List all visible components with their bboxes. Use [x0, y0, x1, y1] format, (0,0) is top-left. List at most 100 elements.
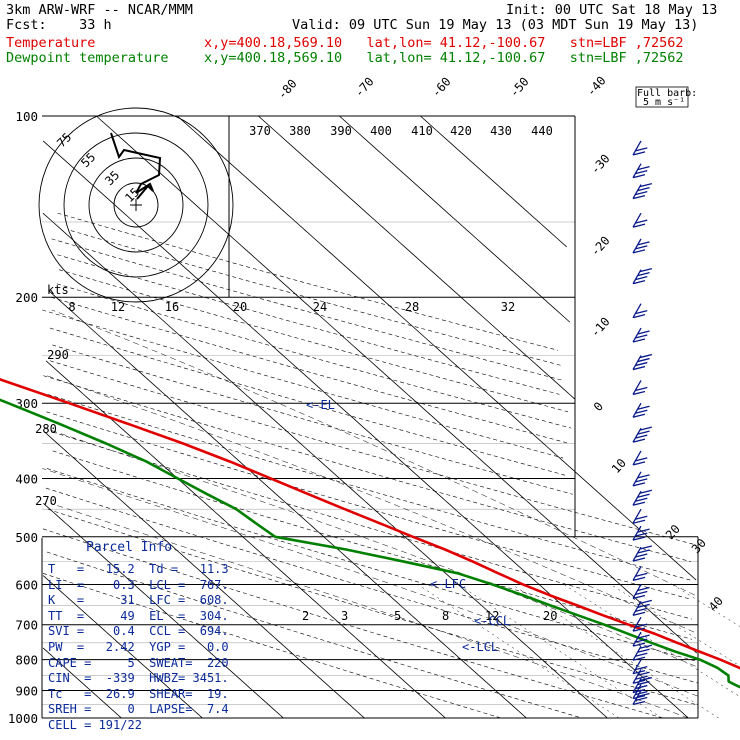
model-title: 3km ARW-WRF -- NCAR/MMM: [6, 2, 193, 18]
hodograph-speed-label-16: 16: [165, 300, 179, 314]
pressure-label-700: 700: [15, 618, 38, 633]
wind-barb: [632, 584, 650, 600]
hodograph-speed-label-20: 20: [233, 300, 247, 314]
isotherm: [177, 115, 697, 581]
wind-barb: [632, 471, 650, 487]
pressure-label-600: 600: [15, 577, 38, 592]
pressure-label-900: 900: [15, 683, 38, 698]
theta-label-380: 380: [289, 124, 311, 138]
wind-barb: [632, 676, 653, 694]
theta-label-430: 430: [490, 124, 512, 138]
moist-adiabat: [42, 468, 698, 697]
dry-adiabat: [45, 487, 698, 684]
dry-adiabat: [42, 528, 663, 719]
isotherm-label--10: -10: [588, 315, 613, 340]
theta-label-370: 370: [249, 124, 271, 138]
moist-adiabat: [50, 503, 689, 719]
dry-adiabat: [51, 238, 564, 381]
isotherm-label--70: -70: [352, 75, 377, 100]
pressure-label-200: 200: [15, 290, 38, 305]
hodograph-ring: [88, 157, 184, 253]
isotherm-label-40: 40: [706, 594, 726, 614]
mixing-ratio-label-5: 5: [394, 609, 401, 623]
isotherm-label-0: 0: [591, 399, 606, 414]
dry-adiabat: [70, 230, 563, 367]
pressure-label-100: 100: [15, 109, 38, 124]
dry-adiabat: [52, 450, 692, 640]
wind-barb: [632, 353, 653, 371]
dewpoint-legend-label: Dewpoint temperature: [6, 50, 169, 66]
wind-barb: [632, 508, 648, 524]
dry-adiabat: [42, 573, 501, 719]
theta-label-420: 420: [450, 124, 472, 138]
wind-barb: [632, 644, 653, 661]
wind-barb: [632, 426, 653, 443]
dry-adiabat: [42, 309, 564, 459]
dry-adiabat: [57, 212, 558, 351]
init-time: Init: 00 UTC Sat 18 May 13: [506, 2, 718, 18]
hodograph-ring-label-35: 35: [102, 168, 122, 188]
mixing-ratio-label-3: 3: [341, 609, 348, 623]
dry-adiabat: [46, 468, 697, 662]
dry-adiabat: [57, 254, 560, 395]
wind-barb: [632, 380, 648, 396]
isotherm: [420, 115, 567, 248]
mixing-ratio-label-12: 12: [485, 609, 499, 623]
wind-barb: [632, 616, 648, 632]
temperature-legend-label: Temperature: [6, 35, 96, 51]
dry-adiabat: [46, 411, 691, 600]
hodograph-ring: [38, 107, 234, 303]
wind-barb: [632, 212, 648, 228]
mixing-ratio-line: [458, 584, 662, 719]
wind-barb: [632, 238, 650, 254]
hodograph-ring-label-55: 55: [78, 150, 98, 170]
parcel-info-row: K = 31 LFC = 608.: [48, 593, 229, 608]
pressure-label-1000: 1000: [8, 711, 38, 726]
pressure-label-800: 800: [15, 653, 38, 668]
dry-adiabat: [47, 394, 691, 581]
wind-barb: [632, 684, 648, 700]
theta-label-270: 270: [35, 494, 57, 508]
dry-adiabat: [52, 344, 573, 495]
isotherm: [258, 115, 575, 400]
barb-legend-box: [635, 86, 689, 108]
pressure-label-400: 400: [15, 471, 38, 486]
hodograph-speed-label-8: 8: [68, 300, 75, 314]
parcel-info-row: LI = 0.3 LCL = 767.: [48, 577, 229, 592]
isotherm: [45, 360, 446, 719]
hodograph-trace: [110, 132, 162, 200]
wind-barb: [632, 489, 653, 506]
annotation-ccl: <-CCL: [474, 614, 510, 628]
isotherm-label-10: 10: [609, 456, 629, 476]
dry-adiabat: [56, 283, 572, 429]
wind-barb: [632, 182, 653, 200]
isotherm: [44, 431, 365, 719]
wind-barb: [632, 545, 653, 562]
dry-adiabat: [52, 431, 692, 620]
parcel-info-row: PW = 2.42 YGP = 0.0: [48, 639, 229, 654]
hodograph-speed-label-12: 12: [111, 300, 125, 314]
mixing-ratio-line: [610, 584, 740, 667]
isotherm: [42, 647, 122, 719]
wind-barb: [632, 566, 648, 582]
parcel-info-row: T = 15.2 Td = 11.3: [48, 562, 229, 576]
isotherm-label--50: -50: [507, 75, 532, 100]
isotherm-label-30: 30: [689, 536, 709, 556]
mixing-ratio-line: [417, 584, 620, 719]
hodograph-speed-label-28: 28: [405, 300, 419, 314]
wind-barb: [632, 140, 648, 156]
isotherm: [96, 115, 698, 654]
annotation-lfc: <-LFC: [430, 577, 466, 591]
barb-legend-value: 5 m s⁻¹: [643, 97, 685, 108]
temperature-location: x,y=400.18,569.10 lat,lon= 41.12,-100.67…: [204, 35, 684, 51]
isotherm-label--60: -60: [429, 75, 454, 100]
isotherm: [339, 115, 571, 323]
wind-barb: [632, 402, 650, 418]
hodograph-units: kts: [47, 283, 69, 297]
pressure-label-300: 300: [15, 396, 38, 411]
parcel-info-row: SREH = 0 LAPSE= 7.4: [48, 702, 229, 717]
theta-label-290: 290: [47, 348, 69, 362]
parcel-info-row: CAPE = 5 SWEAT= 220: [48, 655, 229, 670]
parcel-info-row: CIN = -339 HWBZ= 3451.: [48, 671, 229, 686]
valid-time: Valid: 09 UTC Sun 19 May 13 (03 MDT Sun …: [292, 17, 699, 33]
